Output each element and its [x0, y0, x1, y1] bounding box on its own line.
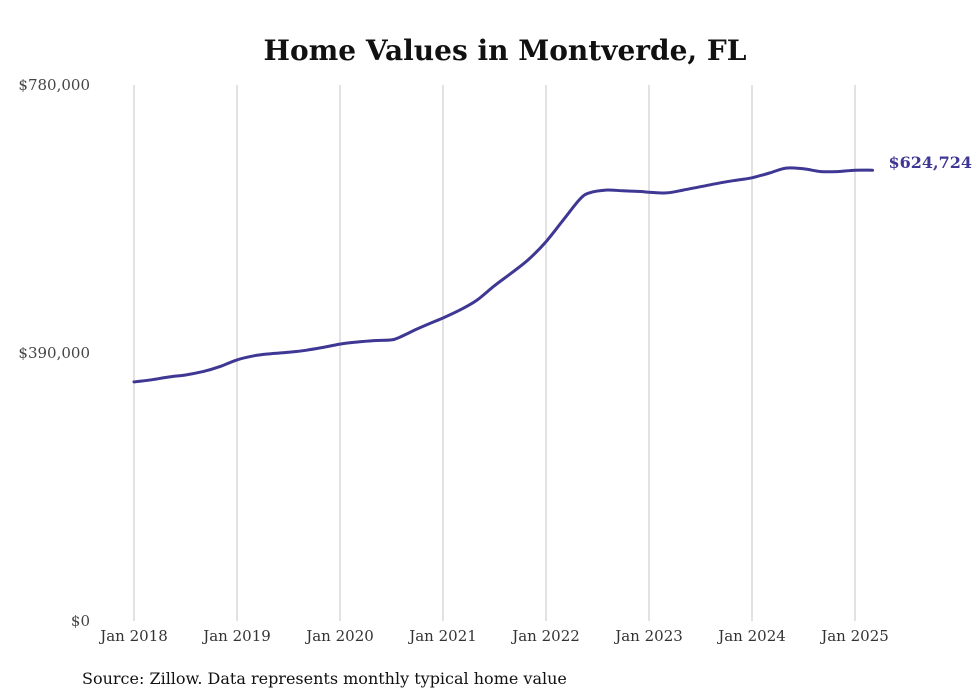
y-tick-label: $780,000 — [18, 76, 90, 94]
x-tick-label: Jan 2022 — [510, 627, 580, 645]
x-tick-label: Jan 2020 — [304, 627, 374, 645]
source-note: Source: Zillow. Data represents monthly … — [82, 669, 567, 688]
y-tick-label: $0 — [71, 612, 90, 630]
x-tick-label: Jan 2019 — [201, 627, 271, 645]
end-value-label: $624,724 — [889, 153, 973, 172]
x-tick-label: Jan 2024 — [716, 627, 786, 645]
y-axis: $0 $390,000 $780,000 — [18, 76, 90, 630]
x-tick-label: Jan 2023 — [613, 627, 683, 645]
chart-title: Home Values in Montverde, FL — [264, 34, 747, 67]
y-tick-label: $390,000 — [18, 344, 90, 362]
x-axis: Jan 2018 Jan 2019 Jan 2020 Jan 2021 Jan 2022… — [98, 627, 889, 645]
x-tick-label: Jan 2021 — [407, 627, 477, 645]
x-tick-label: Jan 2018 — [98, 627, 168, 645]
x-tick-label: Jan 2025 — [819, 627, 889, 645]
gridlines — [133, 85, 856, 621]
home-value-line — [132, 166, 874, 384]
